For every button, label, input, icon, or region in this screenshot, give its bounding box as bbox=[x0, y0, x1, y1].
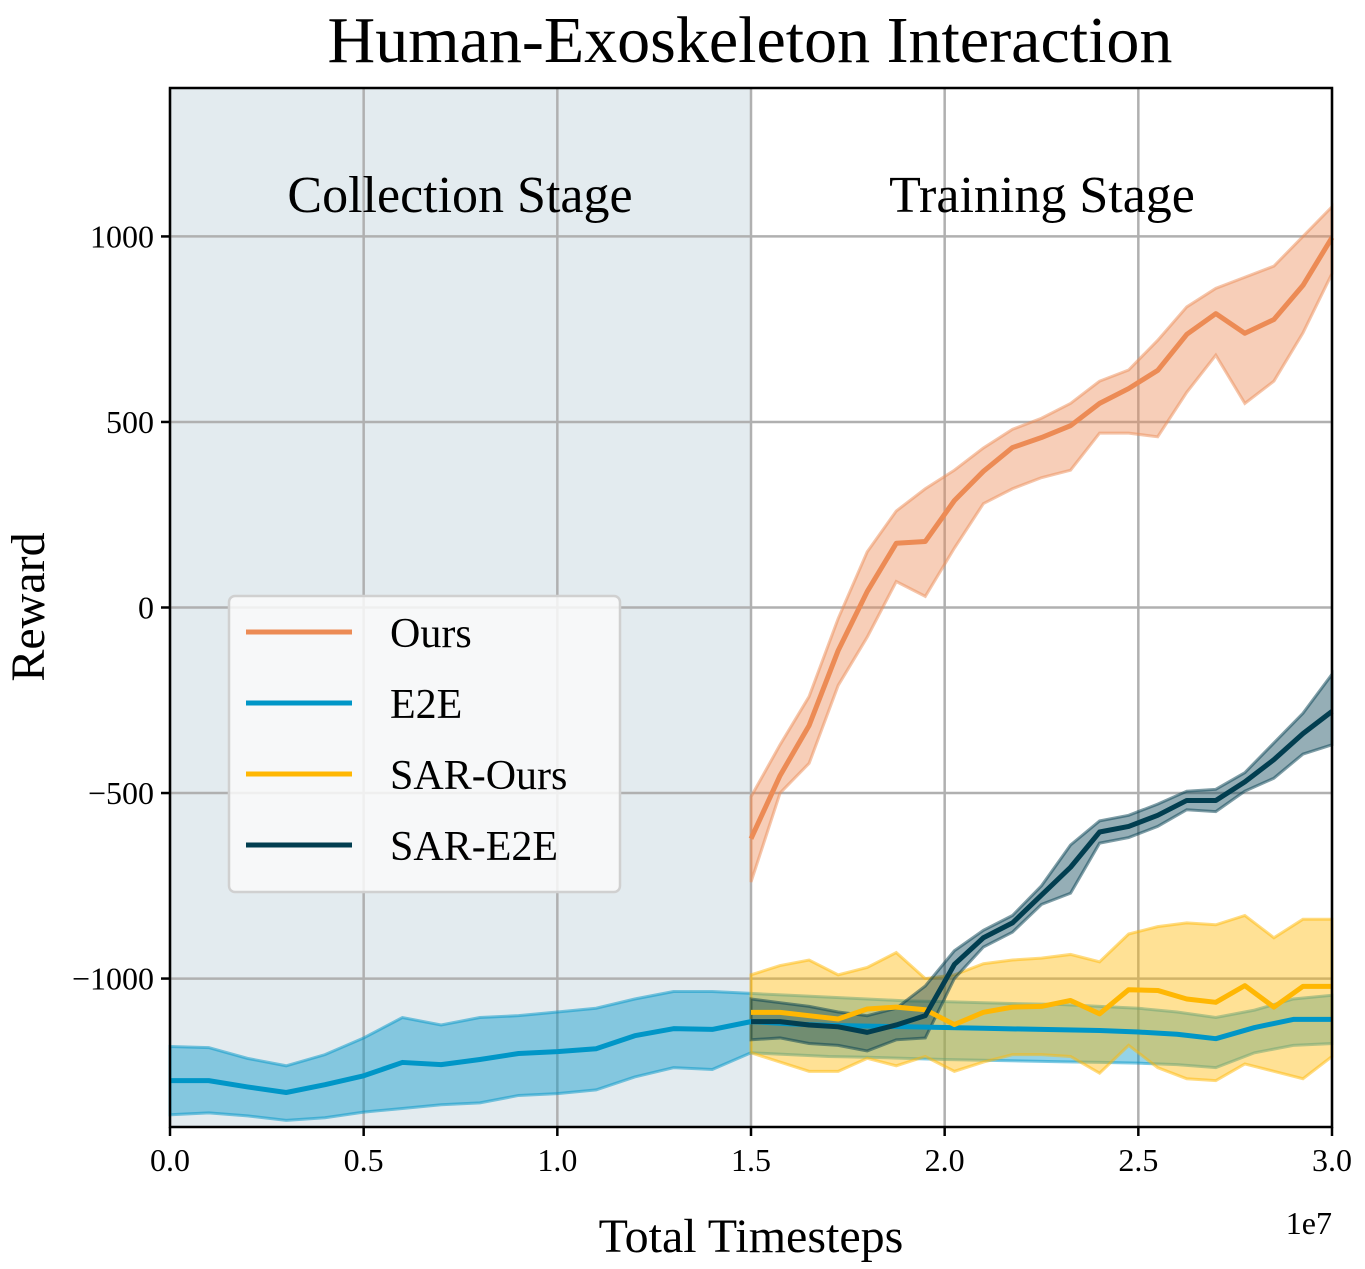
x-tick-label: 2.0 bbox=[925, 1142, 965, 1178]
axis-ticks: 0.0 0.5 1.0 1.5 2.0 2.5 3.0 −1000 −500 0 500 1000 bbox=[72, 218, 1352, 1178]
legend-label-e2e: E2E bbox=[390, 682, 462, 728]
collection-stage-label: Collection Stage bbox=[287, 167, 632, 224]
series-lines bbox=[170, 236, 1335, 1095]
x-tick-label: 2.5 bbox=[1118, 1142, 1158, 1178]
x-tick-label: 1.0 bbox=[537, 1142, 577, 1178]
y-tick-label: 0 bbox=[138, 590, 154, 626]
line-ours bbox=[748, 236, 1335, 840]
legend-box bbox=[227, 594, 622, 894]
line-sar-e2e bbox=[751, 709, 1334, 1035]
x-tick-label: 0.0 bbox=[150, 1142, 190, 1178]
x-tick-label: 0.5 bbox=[344, 1142, 384, 1178]
y-tick-label: −500 bbox=[88, 775, 154, 811]
chart-title: Human-Exoskeleton Interaction bbox=[328, 4, 1173, 77]
legend: Ours E2E SAR-Ours SAR-E2E bbox=[227, 594, 622, 894]
training-stage-label: Training Stage bbox=[889, 167, 1195, 224]
line-sar-ours bbox=[751, 983, 1332, 1028]
y-axis-label: Reward bbox=[2, 532, 55, 681]
legend-label-sar-e2e: SAR-E2E bbox=[390, 824, 558, 870]
x-offset-label: 1e7 bbox=[1286, 1205, 1332, 1241]
y-tick-label: 1000 bbox=[90, 218, 154, 254]
x-tick-label: 3.0 bbox=[1312, 1142, 1352, 1178]
x-tick-label: 1.5 bbox=[731, 1142, 771, 1178]
legend-label-sar-ours: SAR-Ours bbox=[390, 753, 567, 799]
y-tick-label: −1000 bbox=[72, 961, 154, 997]
legend-label-ours: Ours bbox=[390, 611, 472, 657]
y-tick-label: 500 bbox=[106, 404, 154, 440]
x-axis-label: Total Timesteps bbox=[599, 1210, 904, 1263]
